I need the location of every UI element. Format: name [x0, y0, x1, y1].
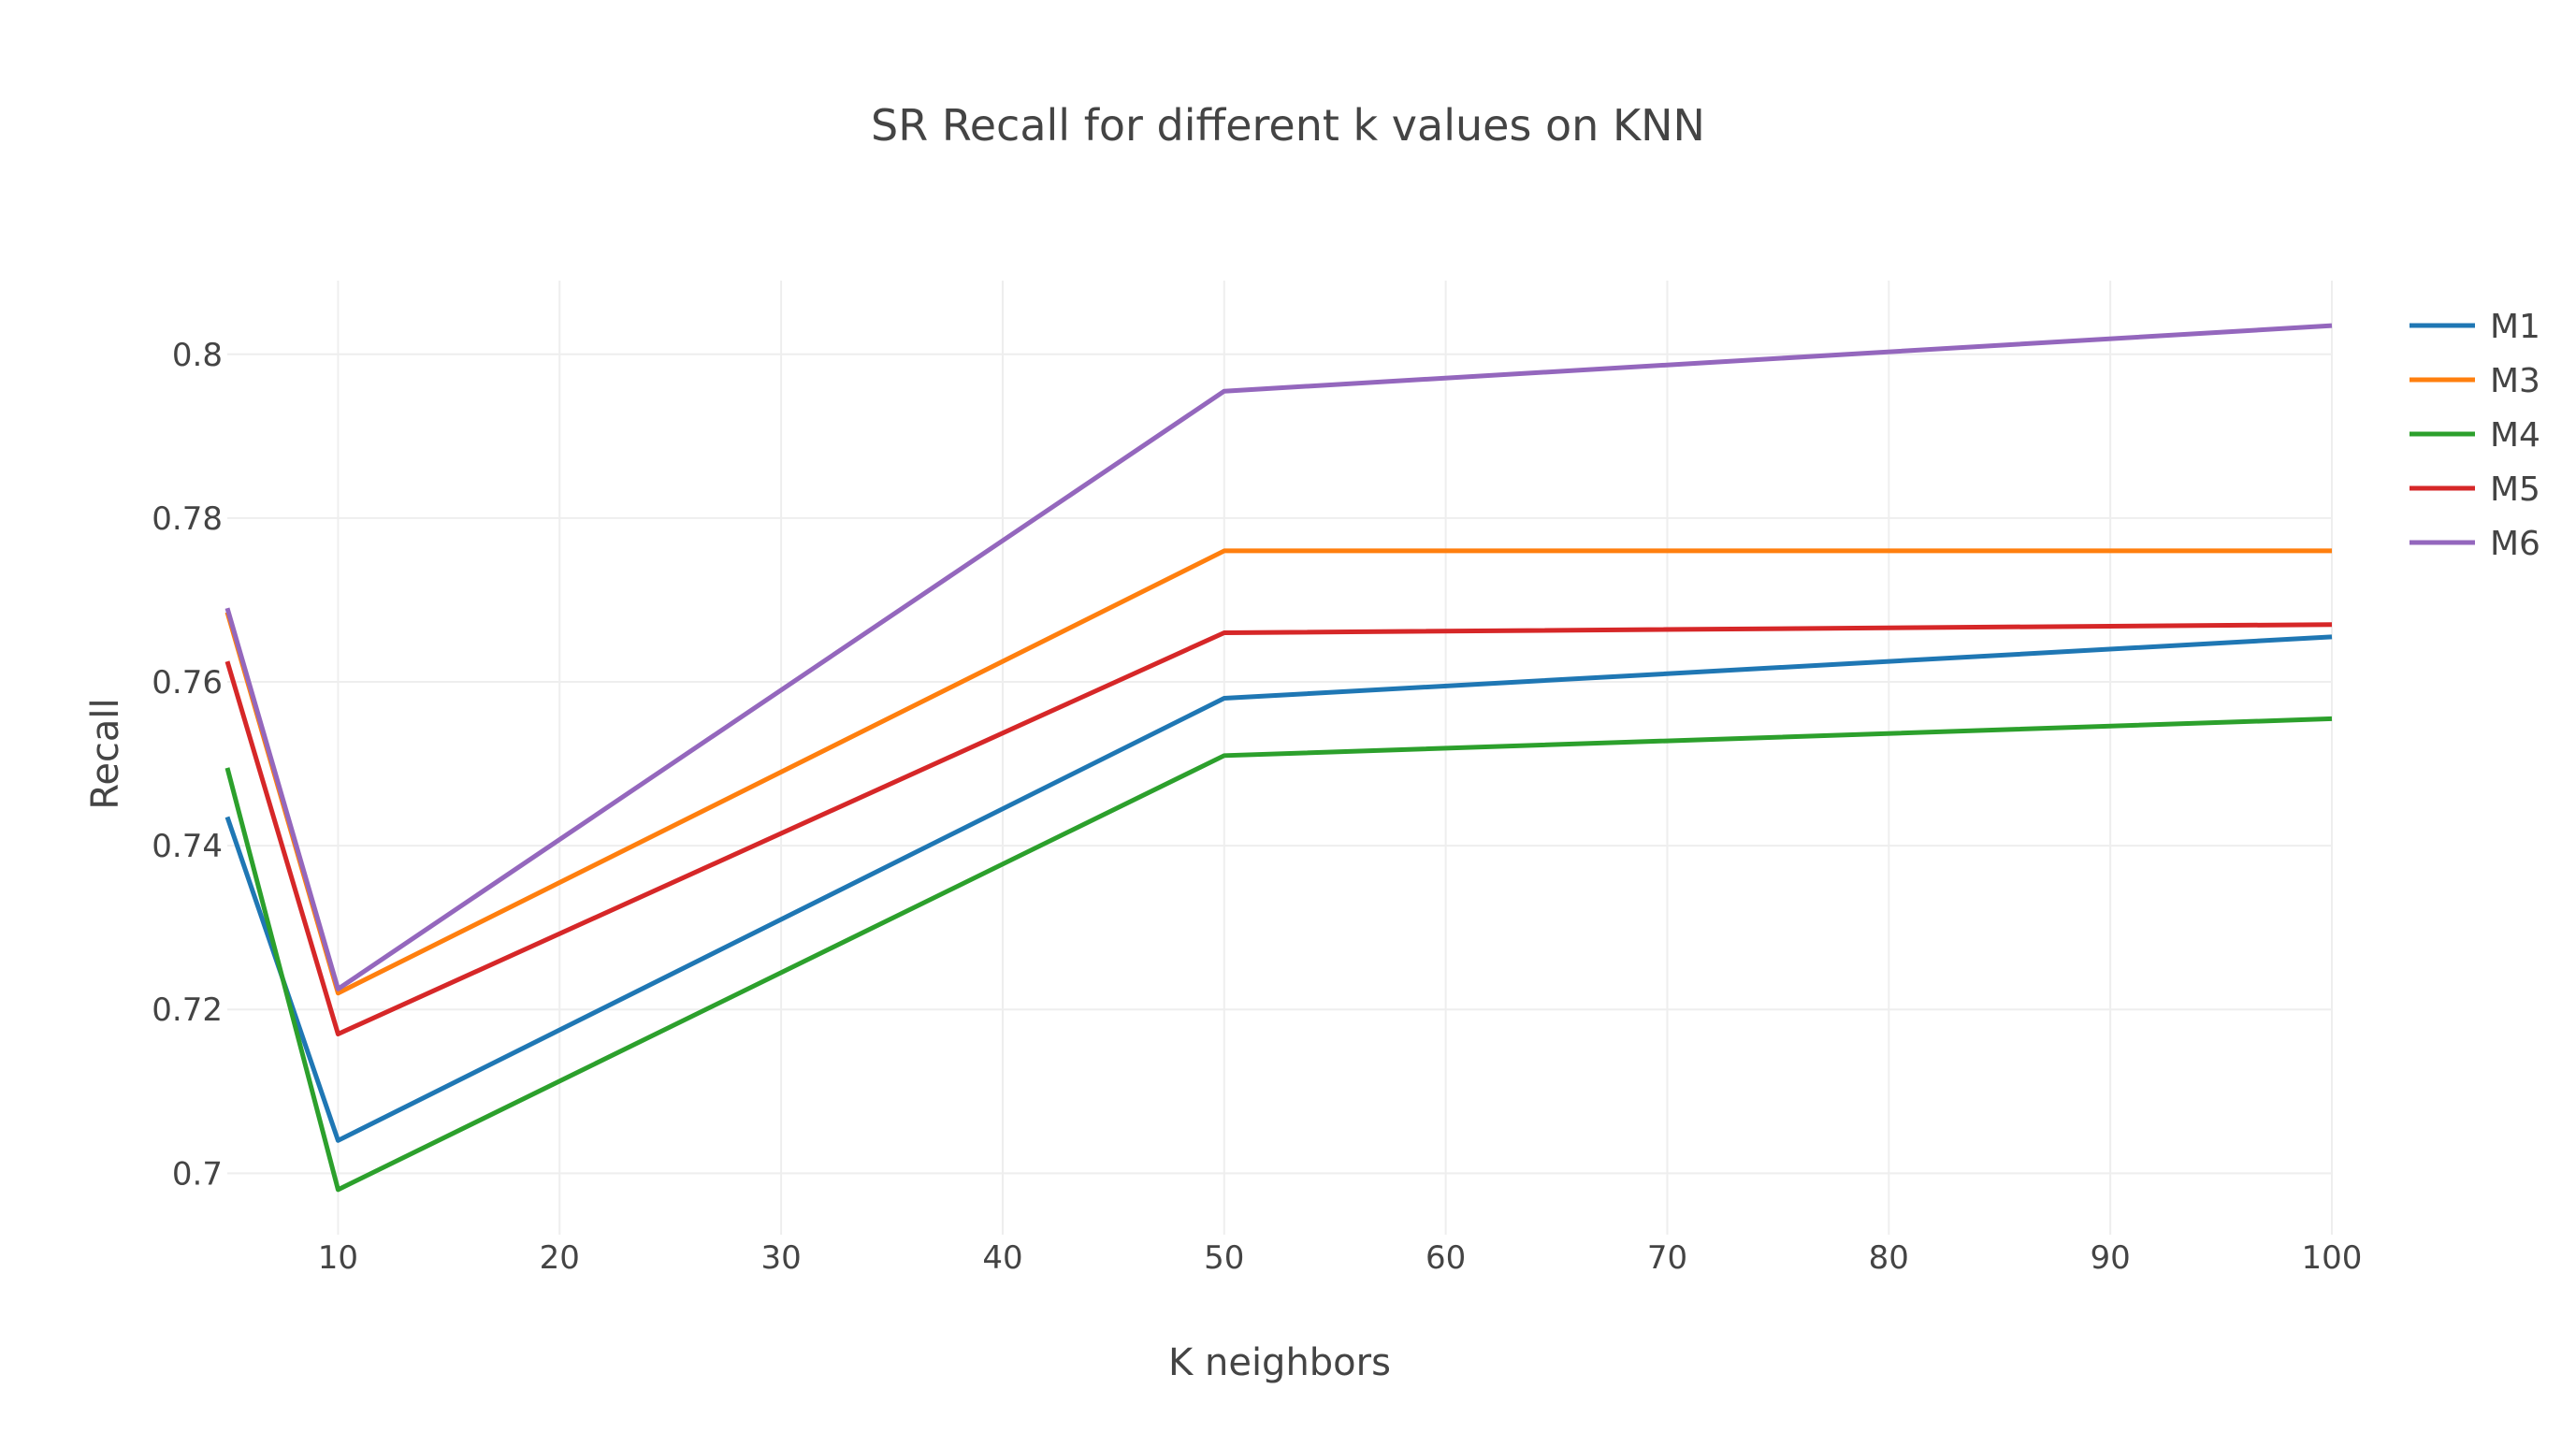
legend-label: M1 — [2490, 308, 2540, 346]
series-line-m3 — [224, 548, 2332, 996]
legend-item-m5[interactable]: M5 — [2410, 470, 2540, 509]
x-axis-ticks: 10 20 30 40 50 60 70 80 90 100 — [318, 1239, 2363, 1277]
y-tick-label: 0.78 — [152, 500, 223, 538]
legend-item-m6[interactable]: M6 — [2410, 525, 2540, 563]
series-line-m4 — [224, 716, 2333, 1193]
x-tick-label: 60 — [1425, 1239, 1466, 1277]
y-tick-label: 0.74 — [152, 828, 223, 865]
legend-item-m4[interactable]: M4 — [2410, 416, 2540, 455]
x-tick-label: 10 — [318, 1239, 358, 1277]
legend-label: M4 — [2490, 416, 2540, 455]
y-axis-ticks: 0.7 0.72 0.74 0.76 0.78 0.8 — [152, 337, 223, 1194]
legend-label: M3 — [2490, 362, 2540, 400]
legend-label: M5 — [2490, 470, 2540, 509]
legend-item-m3[interactable]: M3 — [2410, 362, 2540, 400]
chart-title: SR Recall for different k values on KNN — [871, 100, 1705, 151]
x-tick-label: 80 — [1869, 1239, 1909, 1277]
y-tick-label: 0.7 — [172, 1155, 223, 1193]
series-lines — [224, 323, 2333, 1193]
legend-item-m1[interactable]: M1 — [2410, 308, 2540, 346]
y-tick-label: 0.72 — [152, 991, 223, 1029]
x-tick-label: 20 — [540, 1239, 580, 1277]
grid — [227, 281, 2333, 1235]
x-tick-label: 40 — [982, 1239, 1022, 1277]
x-tick-label: 30 — [760, 1239, 801, 1277]
x-axis-title: K neighbors — [1168, 1341, 1391, 1384]
x-tick-label: 50 — [1204, 1239, 1244, 1277]
y-tick-label: 0.8 — [172, 337, 223, 374]
legend: M1 M3 M4 M5 M6 — [2410, 308, 2540, 563]
legend-label: M6 — [2490, 525, 2540, 563]
x-tick-label: 90 — [2091, 1239, 2131, 1277]
x-tick-label: 100 — [2302, 1239, 2363, 1277]
series-line-m5 — [224, 622, 2333, 1036]
y-axis-title: Recall — [84, 698, 127, 809]
y-tick-label: 0.76 — [152, 664, 223, 702]
x-tick-label: 70 — [1647, 1239, 1687, 1277]
series-line-m6 — [224, 323, 2333, 991]
